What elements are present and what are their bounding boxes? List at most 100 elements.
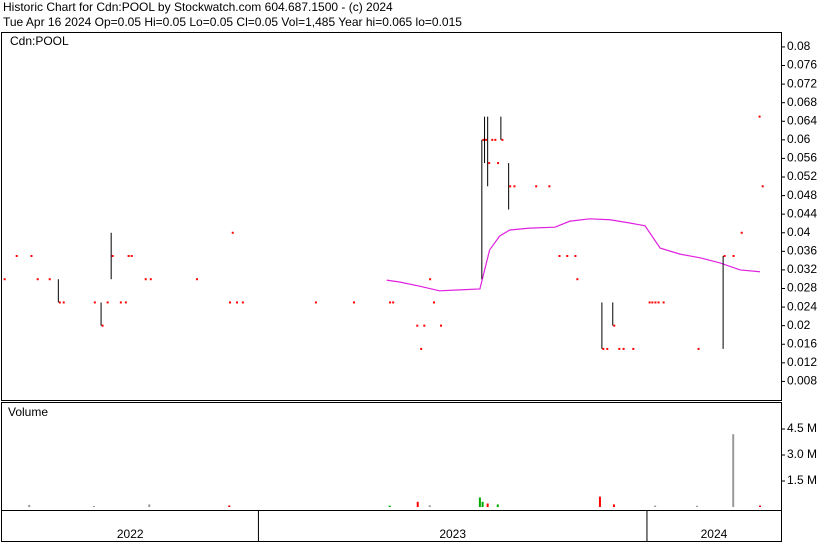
y-tick-label: 0.012 bbox=[787, 355, 817, 369]
close-dot bbox=[119, 301, 122, 304]
y-tick-label: 3.0 M bbox=[787, 447, 817, 461]
close-dot bbox=[62, 301, 65, 304]
y-tick-label: 0.04 bbox=[787, 225, 811, 239]
close-dot bbox=[488, 162, 491, 165]
close-dot bbox=[648, 301, 651, 304]
y-tick-label: 4.5 M bbox=[787, 421, 817, 435]
y-tick-label: 0.028 bbox=[787, 281, 817, 295]
close-dot bbox=[30, 254, 33, 257]
close-dot bbox=[485, 138, 488, 141]
close-dot bbox=[3, 278, 6, 281]
y-tick-label: 0.068 bbox=[787, 95, 817, 109]
volume-bar bbox=[478, 497, 481, 507]
volume-label: Volume bbox=[8, 405, 48, 419]
close-dot bbox=[429, 278, 432, 281]
volume-bar bbox=[481, 501, 484, 507]
y-tick-label: 0.024 bbox=[787, 299, 817, 313]
y-tick-label: 0.064 bbox=[787, 113, 817, 127]
close-dot bbox=[314, 301, 317, 304]
close-dot bbox=[606, 347, 609, 350]
moving-average bbox=[386, 218, 761, 292]
close-dot bbox=[697, 347, 700, 350]
close-dot bbox=[651, 301, 654, 304]
volume-bar bbox=[28, 504, 31, 507]
close-dot bbox=[36, 278, 39, 281]
y-tick-label: 0.044 bbox=[787, 206, 817, 220]
close-dot bbox=[758, 115, 761, 118]
close-dot bbox=[602, 347, 605, 350]
close-dot bbox=[497, 162, 500, 165]
y-tick-label: 0.032 bbox=[787, 262, 817, 276]
close-dot bbox=[574, 254, 577, 257]
close-dot bbox=[482, 138, 485, 141]
close-dot bbox=[231, 231, 234, 234]
close-dot bbox=[535, 185, 538, 188]
close-dot bbox=[93, 301, 96, 304]
volume-bar bbox=[732, 434, 735, 507]
close-dot bbox=[106, 301, 109, 304]
close-dot bbox=[618, 347, 621, 350]
close-dot bbox=[127, 254, 130, 257]
close-dot bbox=[501, 138, 504, 141]
close-dot bbox=[101, 324, 104, 327]
y-tick-label: 0.008 bbox=[787, 374, 817, 388]
close-dot bbox=[124, 301, 127, 304]
close-dot bbox=[654, 301, 657, 304]
volume-bar bbox=[228, 505, 231, 507]
year-label: 2022 bbox=[117, 527, 144, 541]
y-tick-label: 0.072 bbox=[787, 76, 817, 90]
close-dot bbox=[111, 254, 114, 257]
volume-bar bbox=[416, 501, 419, 507]
close-dot bbox=[732, 254, 735, 257]
header-title: Historic Chart for Cdn:POOL by Stockwatc… bbox=[3, 0, 393, 14]
close-dot bbox=[761, 185, 764, 188]
close-dot bbox=[613, 324, 616, 327]
close-dot bbox=[241, 301, 244, 304]
close-dot bbox=[622, 347, 625, 350]
close-dot bbox=[740, 231, 743, 234]
y-tick-label: 0.056 bbox=[787, 151, 817, 165]
y-tick-label: 0.016 bbox=[787, 336, 817, 350]
volume-bar bbox=[428, 505, 431, 507]
close-dot bbox=[513, 185, 516, 188]
y-tick-label: 0.08 bbox=[787, 39, 811, 53]
close-dot bbox=[236, 301, 239, 304]
close-dot bbox=[662, 301, 665, 304]
volume-bar bbox=[759, 505, 762, 507]
close-dot bbox=[439, 324, 442, 327]
volume-bar bbox=[496, 504, 499, 507]
volume-bar bbox=[654, 505, 657, 507]
close-dot bbox=[420, 347, 423, 350]
y-tick-label: 1.5 M bbox=[787, 473, 817, 487]
price-label: Cdn:POOL bbox=[10, 34, 69, 48]
y-tick-label: 0.02 bbox=[787, 318, 811, 332]
volume-bar bbox=[486, 503, 489, 507]
volume-bar bbox=[148, 504, 151, 507]
close-dot bbox=[491, 138, 494, 141]
close-dot bbox=[548, 185, 551, 188]
close-dot bbox=[494, 138, 497, 141]
close-dot bbox=[509, 185, 512, 188]
close-dot bbox=[149, 278, 152, 281]
close-dot bbox=[566, 254, 569, 257]
close-dot bbox=[657, 301, 660, 304]
close-dot bbox=[632, 347, 635, 350]
close-dot bbox=[48, 278, 51, 281]
close-dot bbox=[558, 254, 561, 257]
close-dot bbox=[423, 324, 426, 327]
year-strip bbox=[1, 510, 782, 542]
header-quote: Tue Apr 16 2024 Op=0.05 Hi=0.05 Lo=0.05 … bbox=[3, 15, 462, 29]
close-dot bbox=[352, 301, 355, 304]
close-dot bbox=[144, 278, 147, 281]
close-dot bbox=[576, 278, 579, 281]
volume-bar bbox=[696, 505, 699, 507]
year-label: 2024 bbox=[701, 527, 728, 541]
y-tick-label: 0.06 bbox=[787, 132, 811, 146]
close-dot bbox=[723, 254, 726, 257]
y-tick-label: 0.076 bbox=[787, 58, 817, 72]
close-dot bbox=[195, 278, 198, 281]
volume-bar bbox=[388, 505, 391, 507]
y-tick-label: 0.052 bbox=[787, 169, 817, 183]
y-tick-label: 0.048 bbox=[787, 188, 817, 202]
